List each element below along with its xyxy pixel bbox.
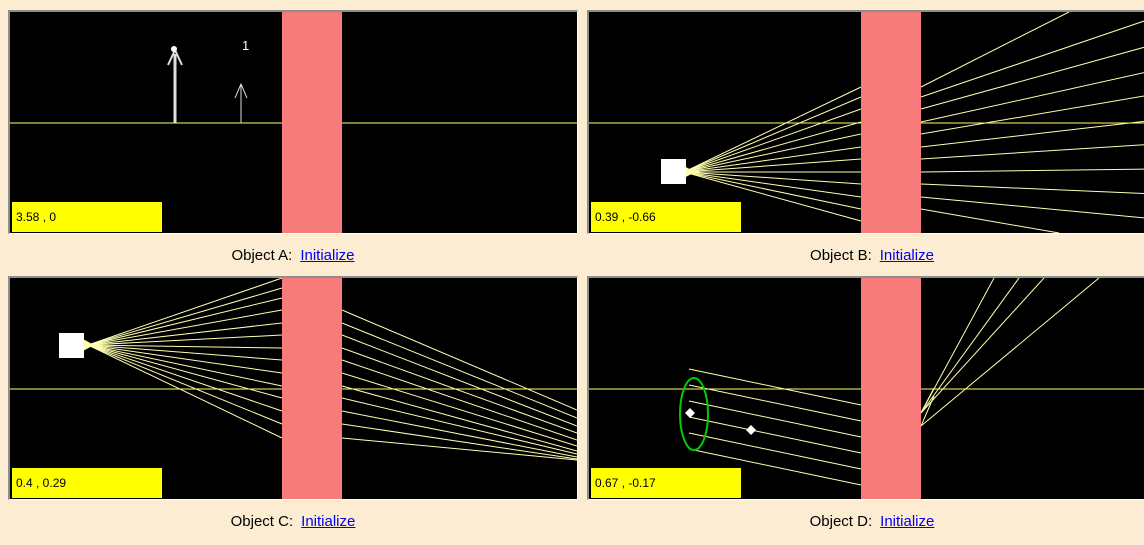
initialize-link[interactable]: Initialize: [880, 513, 935, 530]
initialize-link[interactable]: Initialize: [301, 513, 356, 530]
object-arrow-icon[interactable]: [167, 46, 183, 123]
coordinate-readout: 0.67 , -0.17: [591, 468, 741, 498]
panel-object-a: 1 3.58 , 0 Object A: Initialize: [8, 10, 578, 279]
object-caption: Object D: Initialize: [587, 513, 1144, 533]
object-label: Object A:: [231, 247, 293, 264]
focal-point-icon[interactable]: [746, 425, 756, 435]
object-label: Object D:: [809, 513, 873, 530]
object-label: Object C:: [230, 513, 294, 530]
panel-object-c: 0.4 , 0.29 Object C: Initialize: [8, 276, 578, 545]
initialize-link[interactable]: Initialize: [300, 247, 355, 264]
optics-canvas-b[interactable]: 0.39 , -0.66: [587, 10, 1144, 234]
optics-scene-a: 1: [10, 12, 577, 233]
initialize-link[interactable]: Initialize: [879, 247, 934, 264]
ray-fan: [683, 12, 1144, 233]
coordinate-readout: 3.58 , 0: [12, 202, 162, 232]
panel-object-d: 0.67 , -0.17 Object D: Initialize: [587, 276, 1144, 545]
image-arrow-icon: [234, 82, 248, 123]
object-caption: Object C: Initialize: [8, 513, 578, 533]
object-caption: Object A: Initialize: [8, 247, 578, 267]
light-source-icon[interactable]: [59, 333, 84, 358]
ellipse-aperture-icon[interactable]: [679, 377, 709, 451]
optics-canvas-c[interactable]: 0.4 , 0.29: [8, 276, 578, 500]
optics-scene-b: [589, 12, 1144, 233]
lens-slab: [861, 12, 921, 233]
light-source-icon[interactable]: [661, 159, 686, 184]
coordinate-readout: 0.39 , -0.66: [591, 202, 741, 232]
object-caption: Object B: Initialize: [587, 247, 1144, 267]
object-label: Object B:: [810, 247, 872, 264]
optics-scene-d: [589, 278, 1144, 499]
optics-scene-c: [10, 278, 577, 499]
lens-slab: [861, 278, 921, 499]
coordinate-readout: 0.4 , 0.29: [12, 468, 162, 498]
panel-object-b: 0.39 , -0.66 Object B: Initialize: [587, 10, 1144, 279]
optics-canvas-d[interactable]: 0.67 , -0.17: [587, 276, 1144, 500]
image-label: 1: [242, 38, 249, 53]
lens-slab: [282, 278, 342, 499]
lens-slab: [282, 12, 342, 233]
ray-bundle: [688, 278, 1100, 486]
focal-point-icon[interactable]: [685, 408, 695, 418]
optics-canvas-a[interactable]: 1 3.58 , 0: [8, 10, 578, 234]
